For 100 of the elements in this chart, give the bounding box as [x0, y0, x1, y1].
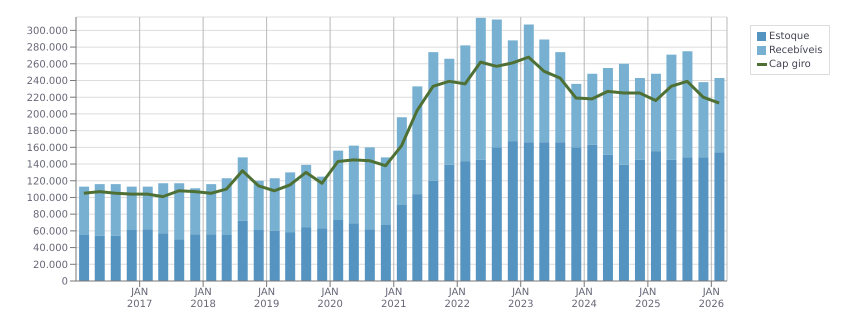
bar	[222, 235, 232, 281]
bar	[94, 236, 105, 281]
bar	[380, 157, 391, 226]
y-tick-label: 0	[62, 276, 68, 288]
bar	[110, 236, 121, 281]
bar	[618, 164, 629, 281]
bar	[190, 234, 200, 281]
bar	[524, 24, 534, 142]
bar	[301, 228, 312, 281]
bar	[238, 157, 248, 221]
bar	[126, 186, 137, 230]
y-tick-label: 300.000	[26, 26, 68, 37]
bar	[444, 164, 454, 281]
bar	[602, 68, 613, 155]
bar	[508, 40, 518, 142]
bar	[317, 228, 328, 281]
bar	[285, 172, 296, 233]
bar	[380, 225, 391, 281]
bar	[142, 229, 153, 281]
x-tick-label: JAN 2023	[508, 287, 534, 310]
bar	[285, 232, 296, 281]
bar	[587, 74, 598, 145]
x-tick-label: JAN 2017	[126, 287, 152, 310]
x-tick-label: JAN 2021	[381, 287, 406, 310]
bar	[142, 186, 153, 230]
bar	[412, 194, 422, 281]
bar	[428, 52, 438, 181]
y-tick-label: 200.000	[26, 109, 68, 120]
legend-label: Cap giro	[769, 58, 811, 70]
bar	[698, 157, 708, 281]
y-tick-label: 40.000	[33, 243, 68, 254]
bar	[222, 178, 232, 236]
y-tick-label: 180.000	[26, 126, 68, 138]
y-tick-label: 260.000	[26, 59, 68, 70]
y-tick-label: 80.000	[33, 210, 68, 221]
bar	[476, 160, 486, 281]
bar	[555, 142, 566, 281]
bar	[126, 230, 137, 281]
y-tick-label: 20.000	[33, 260, 68, 271]
bar	[317, 176, 328, 228]
legend-label: Estoque	[769, 30, 810, 42]
bar	[396, 117, 407, 205]
bar	[508, 141, 518, 281]
bar	[110, 184, 121, 236]
x-tick-label: JAN 2025	[635, 287, 661, 310]
bar	[254, 180, 264, 230]
bar	[666, 160, 676, 281]
y-tick-label: 280.000	[26, 42, 68, 54]
bar	[634, 78, 645, 160]
bar	[555, 52, 566, 142]
bar	[460, 45, 470, 162]
bar	[94, 184, 105, 236]
x-tick-label: JAN 2019	[254, 287, 280, 310]
bar	[158, 183, 168, 234]
bar	[301, 164, 312, 228]
bar	[174, 183, 184, 240]
bar	[254, 230, 264, 281]
bar	[79, 186, 90, 236]
bar	[571, 147, 582, 281]
bar	[650, 74, 661, 152]
bar	[364, 229, 375, 281]
bar	[539, 40, 550, 142]
legend-label: Recebíveis	[769, 44, 822, 56]
bar	[476, 18, 486, 160]
bar	[174, 239, 184, 281]
bar	[206, 234, 216, 281]
bar	[412, 86, 422, 194]
x-tick-label: JAN 2026	[698, 287, 724, 310]
bar	[270, 178, 280, 231]
y-tick-label: 140.000	[26, 160, 68, 171]
y-tick-label: 160.000	[26, 142, 68, 154]
bar	[666, 54, 676, 160]
bar	[79, 235, 90, 281]
bar	[460, 162, 470, 281]
bar	[539, 142, 550, 281]
bar	[618, 64, 629, 165]
y-tick-label: 120.000	[26, 176, 68, 188]
bar	[698, 82, 708, 158]
bar	[714, 152, 724, 281]
bar	[444, 58, 454, 165]
bar	[492, 147, 502, 281]
y-tick-label: 240.000	[26, 76, 68, 88]
bar	[524, 142, 534, 281]
bar	[364, 147, 375, 230]
x-tick-label: JAN 2022	[444, 287, 470, 310]
bar	[714, 78, 724, 152]
y-tick-label: 220.000	[26, 92, 68, 104]
bar	[682, 157, 692, 281]
bar	[348, 223, 359, 281]
bar	[158, 233, 168, 281]
bar	[650, 152, 661, 281]
bar	[348, 146, 359, 224]
bar	[587, 144, 598, 281]
bar	[682, 51, 692, 158]
bar	[206, 184, 216, 234]
bar	[270, 230, 280, 281]
x-tick-label: JAN 2024	[571, 287, 597, 310]
bar	[333, 150, 344, 220]
bar	[602, 154, 613, 281]
bar	[190, 188, 200, 234]
